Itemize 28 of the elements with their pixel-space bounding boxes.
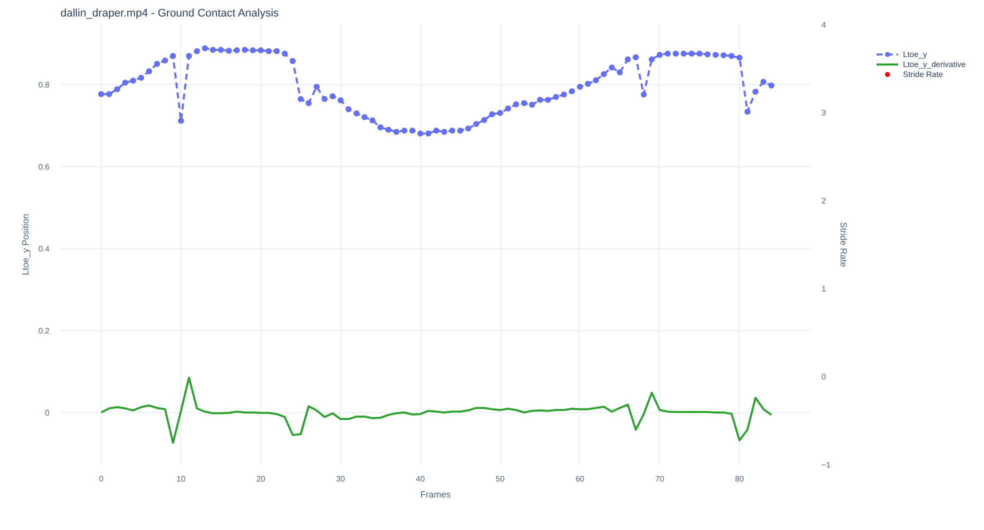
x-tick-label: 50 [496, 474, 506, 484]
x-tick-label: 60 [575, 474, 585, 484]
y2-tick-label: 0 [822, 372, 826, 382]
x-tick-label: 40 [416, 474, 426, 484]
y-tick-label: 0.4 [38, 244, 50, 254]
y2-tick-label: 3 [822, 108, 826, 118]
y2-axis-title: Stride Rate [838, 222, 849, 268]
legend-label: Ltoe_y [903, 49, 928, 59]
y-tick-label: 0 [45, 408, 50, 418]
x-tick-label: 70 [655, 474, 665, 484]
line-series [100, 376, 772, 444]
x-tick-label: 20 [256, 474, 266, 484]
y2-tick-label: 1 [822, 284, 826, 294]
y-tick-label: 0.6 [38, 162, 50, 172]
y2-tick-label: 4 [822, 20, 826, 30]
legend-label: Stride Rate [903, 69, 944, 79]
y-tick-label: 0.2 [38, 326, 50, 336]
legend-label: Ltoe_y_derivative [903, 59, 966, 69]
y2-tick-label: −1 [822, 460, 832, 470]
chart-title: dallin_draper.mp4 - Ground Contact Analysis [60, 8, 280, 20]
x-axis-title: Frames [420, 490, 452, 500]
x-tick-label: 80 [735, 474, 744, 484]
x-tick-label: 0 [98, 474, 104, 484]
y-axis-title: Ltoe_y Position [20, 214, 30, 276]
x-tick-label: 10 [176, 474, 186, 484]
y-tick-label: 0.8 [38, 80, 50, 90]
x-tick-label: 30 [336, 474, 346, 484]
y2-tick-label: 2 [822, 196, 826, 206]
